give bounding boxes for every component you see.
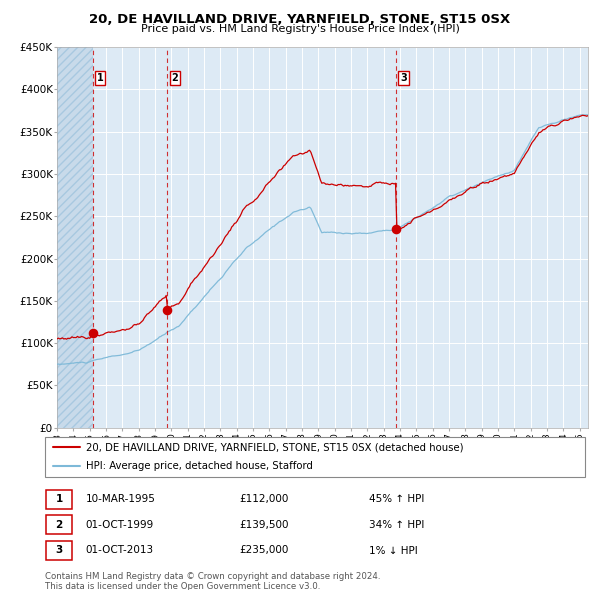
Text: 3: 3 <box>400 73 407 83</box>
Point <box>88 328 98 337</box>
Text: 20, DE HAVILLAND DRIVE, YARNFIELD, STONE, ST15 0SX: 20, DE HAVILLAND DRIVE, YARNFIELD, STONE… <box>89 13 511 26</box>
Bar <box>57 47 93 428</box>
Text: This data is licensed under the Open Government Licence v3.0.: This data is licensed under the Open Gov… <box>45 582 320 590</box>
Text: Contains HM Land Registry data © Crown copyright and database right 2024.: Contains HM Land Registry data © Crown c… <box>45 572 380 581</box>
Bar <box>46 490 72 509</box>
Text: 1: 1 <box>97 73 104 83</box>
Text: 2: 2 <box>55 520 62 530</box>
Text: 20, DE HAVILLAND DRIVE, YARNFIELD, STONE, ST15 0SX (detached house): 20, DE HAVILLAND DRIVE, YARNFIELD, STONE… <box>86 442 463 453</box>
Text: 2: 2 <box>172 73 178 83</box>
Bar <box>46 516 72 534</box>
Text: 01-OCT-1999: 01-OCT-1999 <box>86 520 154 530</box>
Text: 34% ↑ HPI: 34% ↑ HPI <box>369 520 424 530</box>
Point <box>163 305 172 314</box>
Text: 1: 1 <box>55 494 62 504</box>
Text: £235,000: £235,000 <box>239 546 289 555</box>
Point <box>391 224 401 234</box>
Bar <box>46 541 72 560</box>
Text: Price paid vs. HM Land Registry's House Price Index (HPI): Price paid vs. HM Land Registry's House … <box>140 24 460 34</box>
Text: 3: 3 <box>55 546 62 555</box>
Text: £139,500: £139,500 <box>239 520 289 530</box>
Text: £112,000: £112,000 <box>239 494 289 504</box>
Text: 45% ↑ HPI: 45% ↑ HPI <box>369 494 424 504</box>
Text: HPI: Average price, detached house, Stafford: HPI: Average price, detached house, Staf… <box>86 461 313 471</box>
Text: 1% ↓ HPI: 1% ↓ HPI <box>369 546 418 555</box>
Text: 10-MAR-1995: 10-MAR-1995 <box>86 494 155 504</box>
Text: 01-OCT-2013: 01-OCT-2013 <box>86 546 154 555</box>
